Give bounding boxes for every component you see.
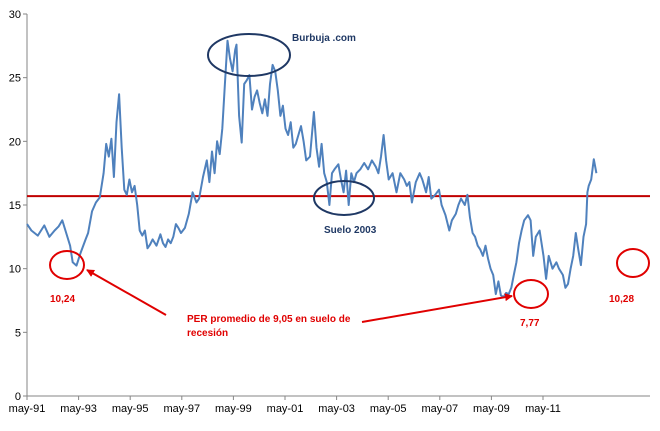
x-tick-label: may-91 <box>9 403 46 415</box>
y-tick-labels: 0 5 10 15 20 25 30 <box>9 9 27 403</box>
arrow-to-2009 <box>361 293 513 323</box>
y-tick-label: 5 <box>15 327 21 339</box>
y-tick-label: 30 <box>9 9 21 21</box>
value-label-1993: 10,24 <box>50 294 75 305</box>
recession-1993-ellipse <box>49 250 85 280</box>
floor-2003-ellipse <box>313 180 375 216</box>
x-tick-label: may-97 <box>163 403 200 415</box>
value-label-2012: 10,28 <box>609 294 634 305</box>
value-label-2009: 7,77 <box>520 318 540 329</box>
x-tick-label: may-99 <box>215 403 252 415</box>
x-tick-label: may-03 <box>318 403 355 415</box>
bubble-label: Burbuja .com <box>292 33 356 44</box>
x-tick-labels: may-91 may-93 may-95 may-97 may-99 may-01 may-… <box>9 396 561 415</box>
per-series-line <box>26 39 598 299</box>
arrow-to-1993 <box>86 269 167 316</box>
x-tick-label: may-93 <box>60 403 97 415</box>
y-tick-label: 0 <box>15 391 21 403</box>
y-tick-label: 10 <box>9 264 21 276</box>
bubble-ellipse <box>207 33 291 77</box>
y-tick-label: 25 <box>9 73 21 85</box>
x-tick-label: may-11 <box>525 403 561 415</box>
y-tick-label: 20 <box>9 136 21 148</box>
x-tick-label: may-95 <box>112 403 149 415</box>
x-tick-label: may-01 <box>267 403 304 415</box>
recession-note: PER promedio de 9,05 en suelo de recesión <box>187 314 351 339</box>
y-tick-label: 15 <box>9 200 21 212</box>
x-tick-label: may-09 <box>473 403 510 415</box>
x-tick-label: may-07 <box>421 403 458 415</box>
x-tick-label: may-05 <box>370 403 407 415</box>
floor-2003-label: Suelo 2003 <box>324 225 377 236</box>
recession-2012-ellipse <box>616 248 650 278</box>
recession-2009-ellipse <box>513 279 549 309</box>
